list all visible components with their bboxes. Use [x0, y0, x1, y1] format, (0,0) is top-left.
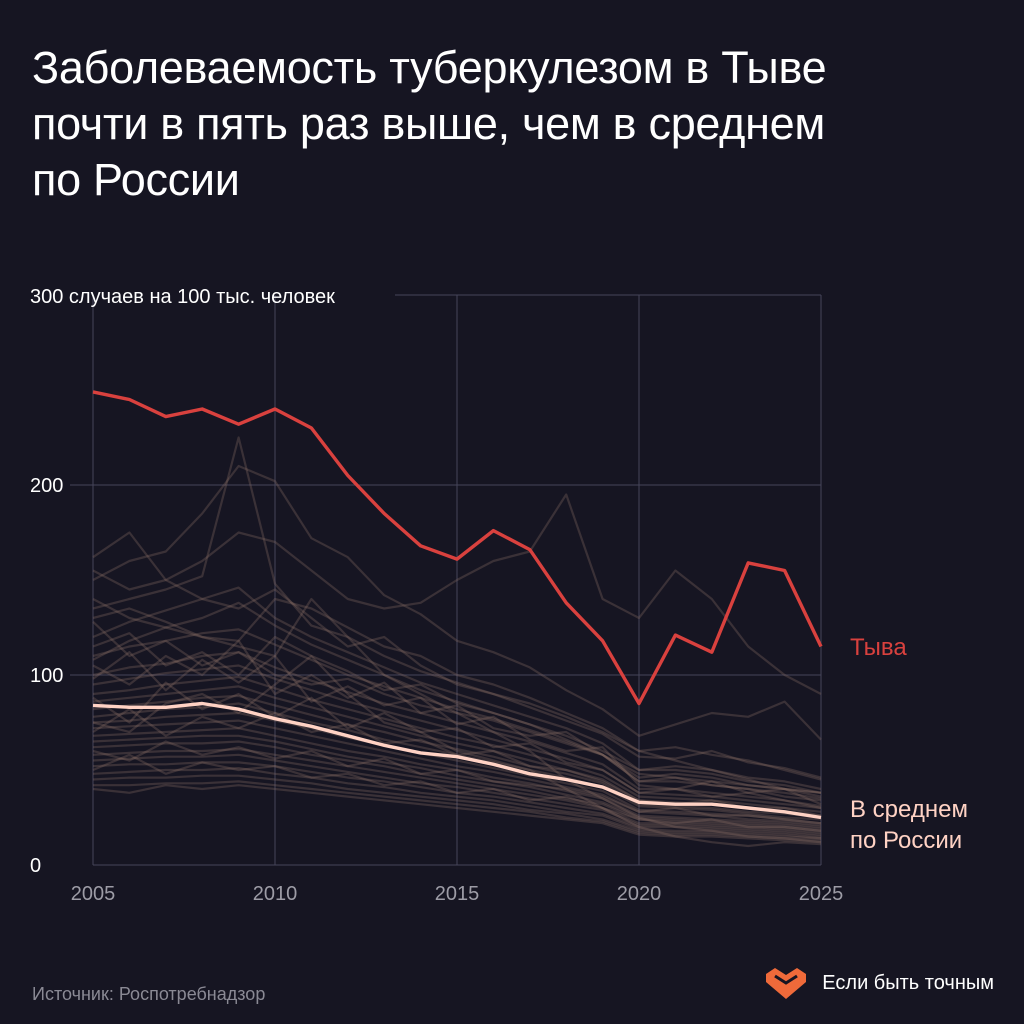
- brand: Если быть точным: [764, 966, 994, 1000]
- y-tick-label: 100: [30, 665, 63, 687]
- region-line: [93, 780, 822, 842]
- region-line: [92, 597, 822, 844]
- series-line-russia: [92, 701, 822, 820]
- region-line: [92, 734, 822, 830]
- region-line: [92, 436, 822, 779]
- region-line: [92, 761, 822, 838]
- chart-title: Заболеваемость туберкулезом в Тыве почти…: [32, 42, 827, 205]
- region-lines: [92, 436, 822, 848]
- x-tick-label: 2005: [71, 883, 116, 905]
- series-line-tuva: [92, 390, 823, 706]
- tuberculosis-line-chart: 2005 2010 2015 2020 2025 0 100 200 300 случаев н…: [30, 286, 968, 905]
- y-tick-label: 0: [30, 855, 41, 877]
- region-line: [92, 753, 822, 832]
- region-line: [92, 654, 822, 848]
- region-line: [92, 711, 822, 825]
- region-line: [92, 597, 822, 781]
- x-tick-label: 2010: [253, 883, 298, 905]
- region-line: [92, 708, 822, 817]
- y-tick-label: 200: [30, 475, 63, 497]
- region-line: [92, 601, 822, 794]
- x-tick-label: 2015: [435, 883, 480, 905]
- axis-ticks: 2005 2010 2015 2020 2025 0 100 200 300 случаев н…: [30, 286, 843, 905]
- region-line: [92, 651, 822, 808]
- region-line: [92, 675, 822, 813]
- region-line: [92, 766, 822, 840]
- region-line: [92, 620, 822, 794]
- region-line: [92, 569, 822, 798]
- region-line: [92, 727, 822, 829]
- series-label-tuva: Тыва: [850, 634, 907, 661]
- y-axis-label: 300 случаев на 100 тыс. человек: [30, 286, 335, 308]
- series-labels: Тыва В среднем по России: [850, 634, 968, 854]
- region-line: [92, 632, 822, 791]
- series-label-russia: В среднем по России: [850, 796, 968, 854]
- source-note: Источник: Роспотребнадзор: [32, 984, 266, 1004]
- region-line: [92, 651, 822, 806]
- region-line: [92, 586, 822, 794]
- region-line: [92, 628, 822, 800]
- grid-lines: [70, 294, 822, 866]
- x-tick-label: 2020: [617, 883, 662, 905]
- heart-logo-icon: [766, 968, 807, 999]
- x-tick-label: 2025: [799, 883, 844, 905]
- brand-name: Если быть точным: [822, 971, 994, 994]
- region-line: [92, 740, 822, 825]
- region-line: [92, 664, 822, 810]
- region-line: [92, 694, 822, 819]
- region-line: [92, 464, 822, 741]
- region-line: [92, 493, 822, 695]
- region-line: [92, 784, 822, 844]
- region-line: [92, 753, 822, 836]
- region-line: [92, 747, 822, 834]
- region-line: [92, 774, 822, 840]
- region-line: [92, 639, 822, 802]
- region-line: [92, 719, 822, 827]
- region-line: [92, 740, 822, 832]
- highlighted-series: [92, 390, 823, 820]
